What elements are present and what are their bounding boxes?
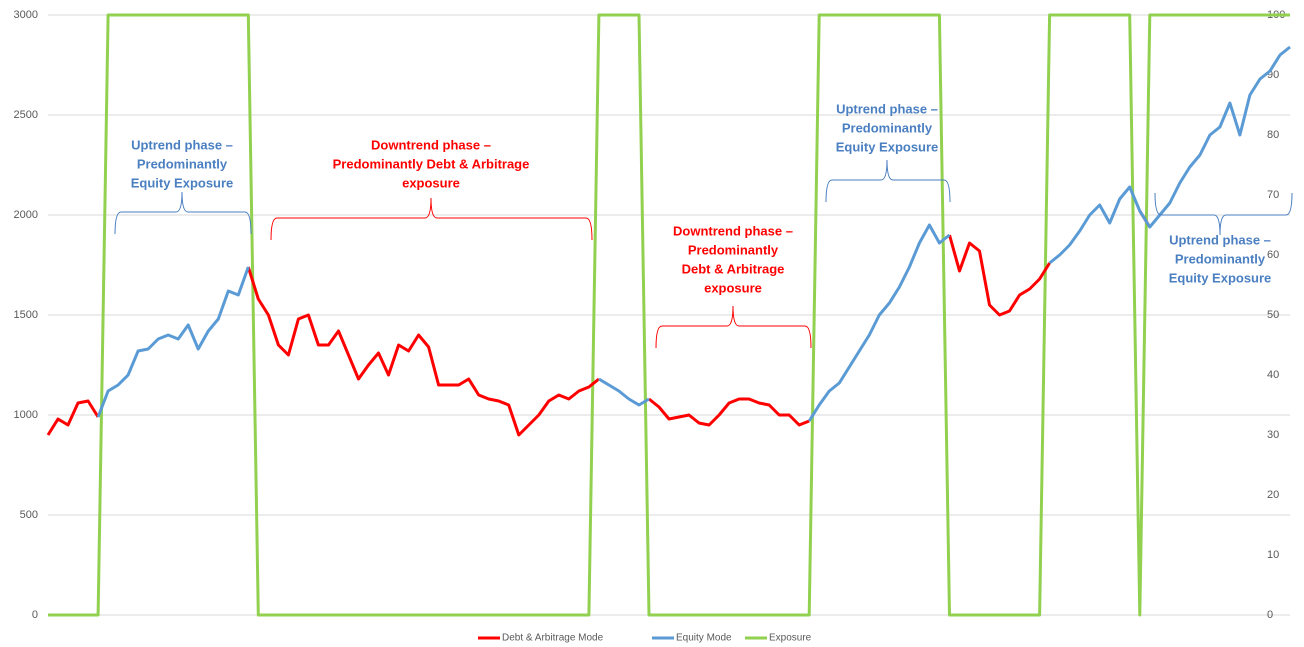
annotation-text: Uptrend phase – [1169,232,1271,247]
y2-tick-label: 0 [1267,609,1273,621]
y-tick-label: 500 [20,509,38,521]
annotation-text: Predominantly [842,120,933,135]
annotation-brace [1154,192,1293,236]
annotation-brace [114,191,252,235]
legend-label: Debt & Arbitrage Mode [502,633,604,644]
annotation-brace [655,305,812,349]
y-tick-label: 1500 [14,309,38,321]
annotation-text: Predominantly Debt & Arbitrage [333,156,530,171]
annotation-text: Equity Exposure [131,175,234,190]
y2-tick-label: 80 [1267,129,1279,141]
annotation-text: Downtrend phase – [371,137,491,152]
y2-tick-label: 30 [1267,429,1279,441]
y2-tick-label: 60 [1267,249,1279,261]
y2-tick-label: 40 [1267,369,1279,381]
series-line [48,13,1290,617]
y-tick-label: 3000 [14,9,38,21]
y-tick-label: 0 [32,609,38,621]
legend-label: Equity Mode [676,633,732,644]
annotation-brace [270,197,593,241]
annotation-text: Equity Exposure [1169,270,1272,285]
annotation-text: Uptrend phase – [836,101,938,116]
annotation-text: Equity Exposure [836,139,939,154]
annotation-text: Debt & Arbitrage [682,261,785,276]
y2-tick-label: 10 [1267,549,1279,561]
legend-label: Exposure [769,633,812,644]
y-tick-label: 1000 [14,409,38,421]
annotation-text: Predominantly [1175,251,1266,266]
annotation-brace [825,159,951,203]
annotation-text: exposure [402,175,460,190]
annotation-text: Uptrend phase – [131,137,233,152]
y2-tick-label: 20 [1267,489,1279,501]
y2-tick-label: 50 [1267,309,1279,321]
annotation-text: exposure [704,280,762,295]
y-tick-label: 2000 [14,209,38,221]
series-line [96,45,1291,422]
annotation-text: Predominantly [137,156,228,171]
annotation-text: Predominantly [688,242,779,257]
annotation-text: Downtrend phase – [673,223,793,238]
series-line [46,210,1152,437]
y2-tick-label: 70 [1267,189,1279,201]
y-tick-label: 2500 [14,109,38,121]
